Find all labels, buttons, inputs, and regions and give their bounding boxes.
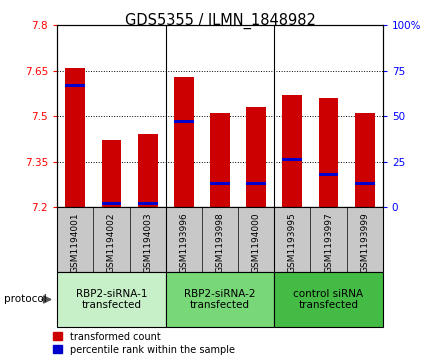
Legend: transformed count, percentile rank within the sample: transformed count, percentile rank withi… [53,331,235,355]
Bar [102,140,121,207]
Bar [66,68,85,207]
Bar [319,173,338,176]
Text: control siRNA
transfected: control siRNA transfected [293,289,363,310]
Text: GSM1193999: GSM1193999 [360,212,369,273]
Bar [57,207,383,272]
Text: GSM1193998: GSM1193998 [216,212,224,273]
Bar [355,182,375,185]
Text: protocol: protocol [4,294,47,305]
Text: GSM1194001: GSM1194001 [71,212,80,273]
Bar [138,202,158,205]
Text: GSM1193996: GSM1193996 [180,212,188,273]
FancyBboxPatch shape [166,272,274,327]
Bar [355,113,375,207]
Bar [246,182,266,185]
Bar [138,134,158,207]
Bar [174,77,194,207]
Bar [282,95,302,207]
Text: RBP2-siRNA-2
transfected: RBP2-siRNA-2 transfected [184,289,256,310]
Bar [174,120,194,123]
Text: GDS5355 / ILMN_1848982: GDS5355 / ILMN_1848982 [125,13,315,29]
Text: GSM1194003: GSM1194003 [143,212,152,273]
Bar [246,107,266,207]
FancyBboxPatch shape [57,272,166,327]
Bar [102,202,121,205]
FancyBboxPatch shape [274,272,383,327]
Bar [319,98,338,207]
Bar [210,182,230,185]
Text: GSM1194000: GSM1194000 [252,212,260,273]
Text: GSM1194002: GSM1194002 [107,212,116,273]
Text: GSM1193997: GSM1193997 [324,212,333,273]
Bar [282,158,302,161]
Text: RBP2-siRNA-1
transfected: RBP2-siRNA-1 transfected [76,289,147,310]
Bar [210,113,230,207]
Text: GSM1193995: GSM1193995 [288,212,297,273]
Bar [66,84,85,87]
